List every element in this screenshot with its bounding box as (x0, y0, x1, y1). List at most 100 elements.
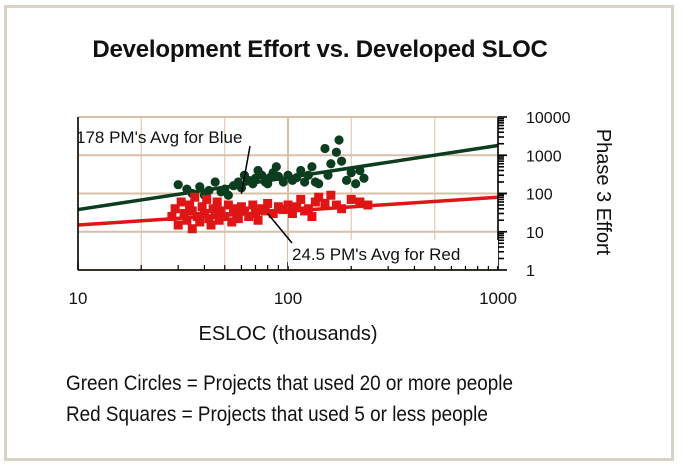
x-tick-label: 1000 (479, 289, 517, 308)
data-point-square (253, 215, 263, 225)
data-point-square (185, 200, 195, 210)
data-point-square (310, 197, 320, 207)
data-point-square (220, 212, 230, 222)
data-point-square (320, 198, 330, 208)
data-point-circle (323, 170, 333, 180)
data-point-circle (210, 177, 220, 187)
data-point-circle (204, 185, 214, 196)
data-point-square (314, 192, 324, 202)
data-point-square (228, 204, 238, 214)
chart-title: Development Effort vs. Developed SLOC (92, 36, 548, 63)
annotation-layer: 178 PM's Avg for Blue 24.5 PM's Avg for R… (76, 128, 498, 266)
data-point-circle (236, 183, 247, 193)
data-point-square (331, 200, 341, 210)
y-tick-label: 1000 (526, 148, 562, 165)
data-point-square (232, 209, 242, 219)
annotation-blue-leader (240, 145, 251, 194)
annotation-red-bg (288, 240, 498, 266)
data-point-square (187, 224, 197, 234)
data-point-square (326, 190, 336, 200)
data-point-square (179, 209, 189, 219)
data-point-square (250, 209, 260, 219)
y-axis-label: Phase 3 Effort (592, 129, 614, 256)
data-point-circle (292, 173, 302, 183)
data-point-square (233, 214, 243, 224)
legend-red: Red Squares = Projects that used 5 or le… (66, 403, 488, 426)
data-point-circle (257, 170, 267, 180)
data-point-square (244, 212, 254, 222)
y-tick-label: 10 (526, 225, 544, 242)
data-point-square (208, 204, 218, 214)
data-point-square (170, 204, 180, 214)
annotation-blue-avg: 178 PM's Avg for Blue (76, 128, 242, 147)
data-point-square (199, 209, 209, 219)
data-point-square (346, 194, 356, 204)
data-point-circle (173, 180, 183, 190)
annotation-red-avg: 24.5 PM's Avg for Red (292, 245, 460, 264)
data-point-circle (320, 143, 330, 154)
data-point-square (206, 220, 216, 230)
data-point-square (190, 192, 200, 202)
data-point-circle (307, 162, 317, 172)
x-axis-label: ESLOC (thousands) (199, 323, 378, 345)
annotation-red-leader (267, 213, 293, 244)
data-point-square (248, 200, 258, 210)
data-point-square (355, 197, 365, 207)
y-tick-label: 10000 (526, 110, 571, 127)
chart-frame (4, 5, 674, 461)
data-point-circle (359, 173, 369, 183)
y-tick-label: 1 (526, 263, 535, 280)
data-point-circle (278, 177, 288, 187)
data-point-circle (223, 190, 233, 200)
axis-layer: 10 100 1000 10000 1000 100 10 1 ESLOC (thousands… (69, 110, 614, 345)
data-point-square (195, 217, 205, 227)
data-point-square (223, 200, 233, 210)
data-point-square (192, 212, 202, 222)
legend-green: Green Circles = Projects that used 20 or… (66, 372, 514, 395)
data-point-square (260, 206, 270, 216)
data-point-square (337, 204, 347, 214)
data-point-circle (296, 165, 306, 176)
data-point-circle (341, 175, 352, 186)
data-point-square (187, 206, 197, 216)
data-point-square (278, 205, 288, 215)
data-point-square (216, 206, 226, 216)
point-layer (167, 135, 373, 234)
data-point-circle (300, 177, 310, 187)
data-point-circle (337, 156, 347, 166)
data-point-square (227, 217, 237, 227)
x-tick-label: 10 (69, 289, 88, 308)
data-point-square (197, 202, 207, 212)
data-point-square (303, 204, 313, 214)
data-point-circle (303, 170, 313, 180)
data-point-circle (326, 159, 336, 169)
data-point-square (263, 198, 273, 208)
data-point-square (296, 194, 306, 204)
data-point-circle (346, 168, 356, 178)
data-point-circle (351, 179, 361, 189)
data-point-square (182, 215, 192, 225)
data-point-circle (334, 135, 344, 145)
data-point-square (210, 210, 220, 220)
data-point-circle (271, 162, 281, 172)
data-point-square (176, 197, 186, 207)
y-tick-label: 100 (526, 187, 553, 204)
data-point-square (214, 215, 224, 225)
data-point-square (173, 220, 183, 230)
data-point-square (212, 197, 222, 207)
data-point-square (167, 212, 177, 222)
data-point-square (292, 202, 302, 212)
data-point-square (287, 209, 297, 219)
data-point-square (273, 202, 283, 212)
data-point-square (363, 200, 373, 210)
data-point-square (283, 200, 293, 210)
data-point-square (268, 209, 278, 219)
data-point-circle (314, 179, 324, 189)
data-point-square (239, 206, 249, 216)
data-point-square (307, 212, 317, 222)
data-point-circle (331, 147, 341, 157)
data-point-square (204, 214, 214, 224)
data-point-circle (355, 165, 365, 176)
x-tick-label: 100 (274, 289, 302, 308)
